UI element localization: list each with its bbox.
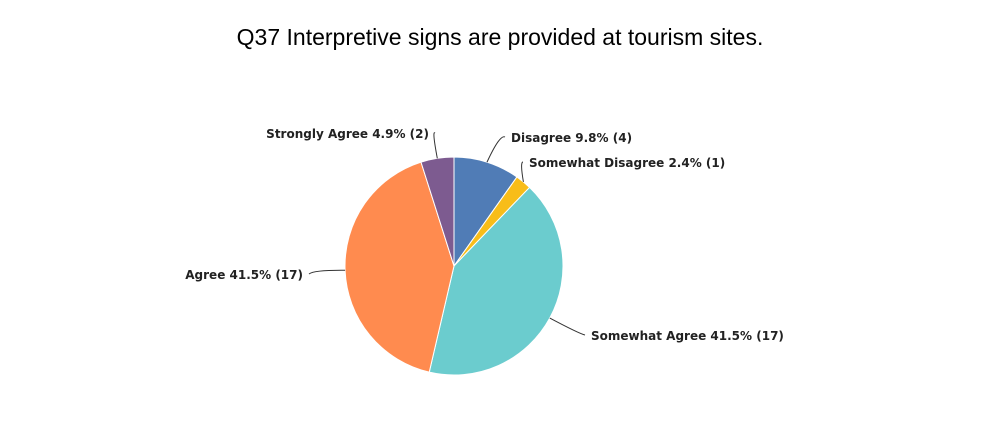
leader-line-disagree — [486, 136, 506, 163]
leader-line-somewhat-agree — [549, 317, 586, 336]
slice-label-agree: Agree 41.5% (17) — [185, 268, 303, 282]
pie-labels: Disagree 9.8% (4) Somewhat Disagree 2.4% … — [185, 127, 784, 343]
leader-line-strongly-agree — [433, 132, 438, 159]
chart-title: Q37 Interpretive signs are provided at t… — [236, 24, 764, 50]
slice-label-strongly-agree: Strongly Agree 4.9% (2) — [266, 127, 429, 141]
pie-slice-somewhat-agree — [428, 186, 564, 376]
slice-label-disagree: Disagree 9.8% (4) — [511, 131, 632, 145]
pie-slice-agree — [344, 161, 455, 373]
leader-line-somewhat-disagree — [521, 161, 524, 183]
leader-line-agree — [308, 269, 346, 275]
slice-label-somewhat-agree: Somewhat Agree 41.5% (17) — [591, 329, 784, 343]
slice-label-somewhat-disagree: Somewhat Disagree 2.4% (1) — [529, 156, 725, 170]
pie-slices — [344, 156, 564, 376]
